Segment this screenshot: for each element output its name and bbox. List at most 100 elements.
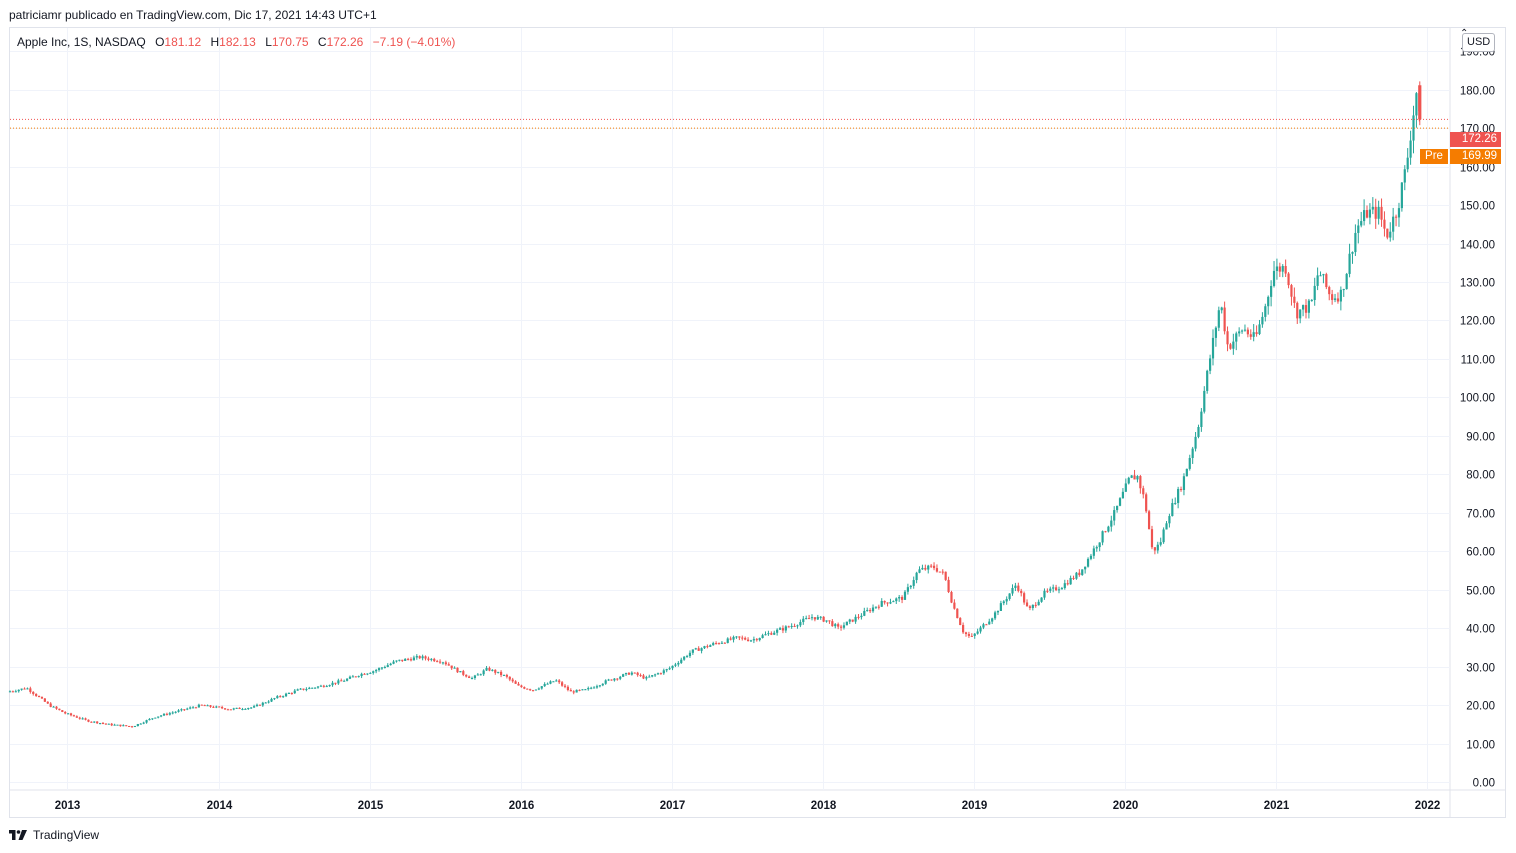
candle-body — [860, 615, 863, 618]
candle-body — [473, 675, 477, 678]
candle-body — [563, 685, 567, 687]
y-tick-label: 90.00 — [1466, 432, 1495, 444]
time-axis: 2013 2014 2015 2016 2017 2018 2019 2020 2021 2022 — [55, 800, 1441, 812]
candle-body — [58, 708, 61, 711]
candle-body — [642, 675, 645, 679]
candle-body — [462, 671, 465, 675]
candle-body — [343, 680, 346, 682]
candle-body — [1240, 330, 1244, 332]
candle-body — [87, 719, 90, 722]
candle-body — [700, 648, 703, 651]
footer-brand[interactable]: TradingView — [9, 828, 99, 842]
candle-body — [979, 627, 982, 632]
x-tick-label: 2019 — [962, 800, 988, 812]
candle-body — [1272, 270, 1276, 286]
candle-body — [613, 678, 616, 681]
candle-body — [441, 662, 445, 664]
candle-body — [848, 619, 851, 622]
candle-body — [1301, 305, 1305, 310]
candle-body — [773, 632, 776, 635]
candle-body — [328, 685, 331, 687]
chart-frame[interactable] — [9, 27, 1506, 818]
candle-body — [81, 718, 84, 720]
candle-body — [1043, 590, 1046, 598]
candle-body — [160, 715, 163, 717]
candle-body — [1406, 157, 1409, 170]
candle-body — [680, 659, 683, 663]
candle-body — [799, 622, 802, 626]
candle-body — [837, 624, 840, 627]
candle-body — [622, 674, 625, 677]
y-tick-label: 40.00 — [1466, 624, 1495, 636]
currency-button[interactable]: USD — [1462, 33, 1496, 52]
candle-body — [561, 682, 564, 686]
candle-body — [659, 673, 662, 675]
open-value: 181.12 — [164, 35, 202, 49]
candle-body — [351, 676, 354, 678]
candle-body — [241, 708, 244, 710]
candle-body — [985, 624, 988, 626]
candle-body — [706, 646, 709, 648]
candle-body — [232, 708, 235, 710]
candle-body — [1307, 300, 1310, 313]
candle-body — [552, 681, 555, 683]
candle-body — [819, 616, 822, 618]
candle-body — [851, 619, 854, 622]
candle-body — [372, 671, 375, 673]
candle-body — [598, 685, 601, 687]
candle-body — [592, 687, 596, 689]
candle-body — [392, 661, 395, 664]
candle-body — [1107, 526, 1110, 532]
candle-body — [1316, 275, 1319, 286]
candle-body — [900, 596, 904, 600]
symbol-label[interactable]: Apple Inc, 1S, NASDAQ — [17, 35, 146, 49]
candle-body — [967, 634, 971, 636]
candle-body — [35, 693, 38, 696]
candle-body — [793, 625, 796, 627]
candle-body — [912, 580, 915, 586]
candle-body — [1371, 206, 1374, 210]
candle-body — [677, 662, 680, 665]
open-label: O — [155, 35, 165, 49]
candle-body — [122, 725, 125, 727]
candle-body — [1025, 602, 1029, 607]
candle-body — [1278, 266, 1281, 272]
candle-body — [29, 688, 32, 692]
candle-body — [744, 637, 747, 640]
candle-body — [720, 642, 724, 644]
y-tick-label: 10.00 — [1466, 740, 1495, 752]
candle-body — [314, 687, 317, 689]
candle-body — [1194, 436, 1197, 449]
candle-body — [75, 716, 78, 718]
candle-body — [529, 689, 532, 691]
candle-body — [430, 658, 433, 660]
candle-body — [810, 617, 814, 619]
candle-body — [831, 621, 834, 627]
candle-body — [517, 683, 520, 686]
candle-body — [186, 708, 189, 710]
candle-body — [357, 676, 360, 678]
candle-body — [627, 672, 631, 675]
candle-body — [511, 679, 514, 682]
candle-body — [1415, 93, 1418, 116]
candle-body — [668, 668, 671, 670]
candle-body — [1325, 274, 1328, 288]
candle-body — [1121, 491, 1125, 499]
candle-body — [409, 659, 413, 661]
candle-body — [869, 610, 872, 612]
candle-body — [90, 721, 93, 723]
candle-body — [546, 683, 549, 685]
candle-body — [1267, 296, 1270, 307]
candle-body — [1211, 337, 1215, 359]
candle-body — [587, 688, 590, 690]
candle-body — [453, 667, 456, 669]
candle-body — [651, 675, 654, 677]
candle-body — [1284, 266, 1287, 274]
candle-body — [1249, 334, 1252, 337]
candle-body — [456, 667, 459, 673]
candle-body — [1017, 585, 1020, 591]
candle-body — [543, 684, 546, 687]
y-tick-label: 60.00 — [1466, 547, 1495, 559]
footer-brand-label: TradingView — [33, 828, 100, 842]
